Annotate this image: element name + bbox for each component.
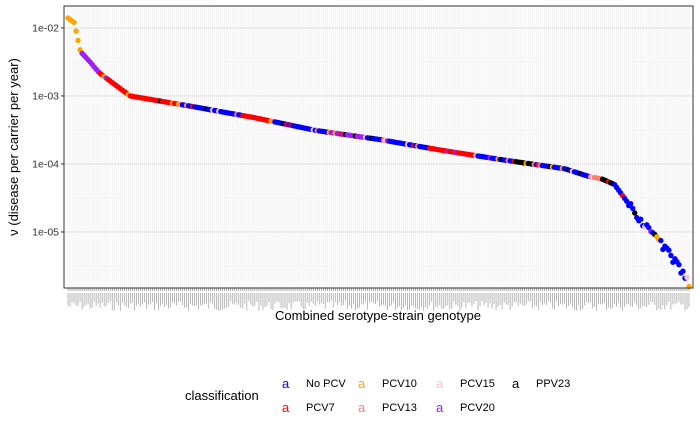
data-points: [65, 15, 692, 290]
data-point: [71, 19, 77, 26]
legend-key: a: [282, 400, 290, 415]
x-axis-title: Combined serotype-strain genotype: [275, 308, 481, 323]
legend-key: a: [436, 376, 444, 391]
plot-panel-border: [63, 5, 694, 289]
y-tick-label: 1e-04: [32, 158, 59, 170]
legend-label: PCV13: [382, 402, 417, 414]
data-point: [630, 205, 636, 212]
legend-title: classification: [185, 388, 259, 403]
legend-label: PCV20: [460, 402, 495, 414]
data-point: [628, 200, 634, 207]
data-point: [668, 252, 674, 259]
plot-panel: [64, 6, 693, 288]
y-tick-label: 1e-05: [32, 226, 59, 238]
legend-key: a: [358, 376, 366, 391]
y-tick-label: 1e-02: [32, 22, 59, 34]
data-point: [658, 237, 664, 244]
data-point: [623, 198, 630, 204]
x-gridlines: [67, 6, 690, 288]
legend-label: PCV15: [460, 378, 495, 390]
legend-label: PCV10: [382, 378, 417, 390]
y-axis-title: ν (disease per carrier per year): [6, 58, 21, 236]
y-tick-label: 1e-03: [32, 90, 59, 102]
legend-label: PPV23: [536, 378, 570, 390]
x-axis-ticks: [67, 288, 690, 311]
legend-items: a No PCV a PCV7 a PCV10 a PCV13 a PCV15 a PCV20 a PPV…: [282, 376, 570, 415]
legend-key: a: [436, 400, 444, 415]
legend-key: a: [282, 376, 290, 391]
data-point: [75, 37, 81, 44]
y-gridlines: [64, 27, 693, 267]
y-axis-ticks: 1e-02 1e-03 1e-04 1e-05: [32, 22, 64, 238]
data-point: [680, 268, 686, 274]
legend-label: No PCV: [306, 378, 346, 390]
data-point: [646, 224, 652, 231]
legend-label: PCV7: [306, 402, 335, 414]
legend-key: a: [512, 376, 520, 391]
data-point: [638, 216, 644, 222]
x-tick-labels: [67, 293, 690, 311]
data-point: [684, 274, 690, 281]
data-point: [676, 262, 682, 268]
data-point: [666, 247, 672, 253]
data-point: [632, 210, 638, 216]
legend-key: a: [358, 400, 366, 415]
data-point: [73, 28, 79, 34]
